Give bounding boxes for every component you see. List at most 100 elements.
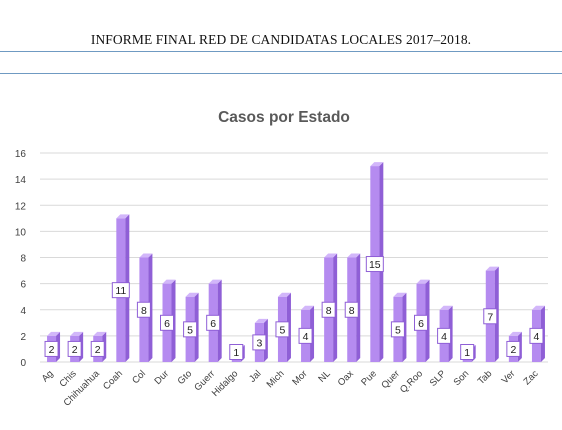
y-tick-label: 2 [20, 332, 26, 343]
data-label-text: 5 [280, 324, 286, 336]
bar-top [70, 331, 84, 336]
data-label-box [183, 321, 198, 338]
data-label-box [111, 282, 130, 299]
bar-top [508, 331, 522, 336]
data-label: 2 [90, 340, 105, 357]
data-label-text: 8 [349, 305, 355, 317]
data-label-box [275, 321, 290, 338]
data-label: 5 [275, 321, 290, 338]
data-label-text: 15 [369, 259, 381, 271]
bar-top [393, 292, 407, 297]
data-label: 4 [298, 327, 313, 344]
gridlines [40, 152, 548, 363]
chart-title: Casos por Estado [218, 109, 350, 126]
data-label: 1 [229, 344, 244, 360]
data-label-text: 5 [395, 324, 401, 336]
bar-top [254, 318, 268, 323]
bar-top [162, 279, 176, 284]
y-tick-label: 0 [20, 358, 26, 369]
x-tick-label: NL [316, 368, 332, 384]
x-tick-label: Hidalgo [210, 368, 241, 399]
data-label-box [344, 301, 359, 318]
bar-top [370, 162, 384, 167]
data-label-text: 1 [233, 347, 239, 359]
data-label: 2 [506, 340, 521, 357]
chart-container: Casos por Estado 0 2 4 6 8 10 12 14 16 2 2 2 11 8 6 5 6… [0, 92, 562, 425]
data-label-text: 3 [256, 337, 262, 349]
data-label: 2 [44, 340, 59, 357]
data-label-box [160, 314, 174, 331]
bar-top [416, 279, 430, 284]
data-label: 4 [437, 327, 452, 344]
data-label-box [206, 314, 221, 331]
y-tick-label: 10 [15, 227, 27, 238]
header-rule-bottom [0, 73, 562, 74]
bar-top [93, 331, 107, 336]
bar-top [485, 266, 499, 271]
bars [47, 162, 545, 362]
data-label-text: 6 [418, 318, 424, 330]
bar-top [301, 305, 315, 310]
data-label-box [44, 340, 59, 357]
data-label: 6 [160, 314, 174, 331]
data-label: 4 [529, 327, 544, 344]
data-label-text: 1 [464, 347, 470, 359]
data-labels: 2 2 2 11 8 6 5 6 1 3 5 4 8 8 15 5 6 4 1 7 2 4 [44, 256, 544, 360]
document-title: INFORME FINAL RED DE CANDIDATAS LOCALES … [90, 32, 472, 47]
y-tick-label: 12 [15, 201, 27, 212]
x-tick-label: Ver [500, 368, 518, 386]
data-label-text: 2 [49, 344, 55, 356]
header-rule-top [0, 51, 562, 52]
bar-top [324, 253, 338, 258]
y-axis-ticks: 0 2 4 6 8 10 12 14 16 [15, 149, 27, 369]
data-label: 8 [344, 301, 359, 318]
data-label-text: 2 [72, 344, 78, 356]
data-label-text: 4 [534, 331, 540, 343]
x-tick-label: Zac [522, 368, 541, 387]
bar-top [277, 292, 291, 297]
data-label: 11 [111, 282, 130, 299]
data-label-text: 2 [510, 344, 516, 356]
bar-top [208, 279, 222, 284]
data-label-text: 4 [441, 331, 447, 343]
data-label-text: 7 [487, 311, 493, 323]
x-tick-label: Mor [290, 368, 309, 387]
data-label: 3 [252, 334, 267, 351]
data-label: 8 [136, 301, 151, 318]
bar-top [439, 305, 453, 310]
x-tick-label: Q.Roo [398, 368, 425, 395]
data-label-text: 6 [210, 318, 216, 330]
data-label: 1 [460, 344, 475, 360]
data-label: 5 [390, 321, 405, 338]
data-label-text: 2 [95, 344, 101, 356]
data-label-text: 11 [115, 285, 126, 297]
x-tick-label: Ag [40, 368, 56, 384]
data-label: 8 [321, 301, 336, 318]
data-label-box [483, 308, 498, 325]
data-label-box [229, 344, 244, 360]
y-tick-label: 4 [20, 306, 26, 317]
data-label-box [298, 327, 313, 344]
data-label: 6 [206, 314, 221, 331]
y-tick-label: 6 [20, 280, 26, 291]
x-tick-label: SLP [428, 368, 448, 388]
x-tick-label: Mich [265, 368, 287, 390]
x-tick-label: Tab [476, 368, 495, 387]
data-label-box [437, 327, 452, 344]
data-label-box [90, 340, 105, 357]
data-label-text: 6 [164, 318, 170, 330]
x-tick-label: Gto [176, 368, 195, 387]
data-label: 2 [67, 340, 82, 357]
bar-top [47, 331, 61, 336]
data-label: 6 [414, 314, 428, 331]
x-tick-label: Dur [153, 368, 172, 387]
data-label-text: 4 [303, 331, 309, 343]
x-tick-label: Son [452, 368, 472, 388]
data-label-text: 8 [326, 305, 332, 317]
data-label-box [136, 301, 151, 318]
bar-top [116, 214, 130, 219]
x-tick-label: Col [130, 368, 148, 386]
data-label: 15 [365, 256, 384, 273]
